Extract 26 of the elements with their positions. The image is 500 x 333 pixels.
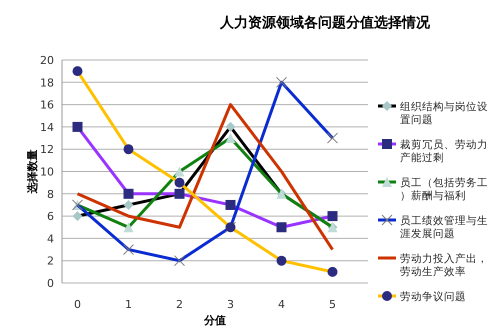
x-tick-label: 4	[278, 298, 285, 311]
chart-title: 人力资源领域各问题分值选择情况	[219, 15, 431, 31]
x-tick-label: 5	[329, 298, 336, 311]
y-axis-title: 选择数量	[26, 150, 39, 194]
legend-label: 组织结构与岗位设置问题	[400, 100, 488, 126]
y-tick-label: 20	[40, 54, 54, 67]
x-axis-title: 分值	[203, 314, 226, 327]
y-tick-label: 18	[40, 76, 54, 90]
y-tick-label: 16	[40, 98, 54, 112]
legend-label: 员工绩效管理与生涯发展问题	[400, 214, 488, 240]
y-tick-label: 8	[47, 188, 54, 201]
y-tick-label: 14	[40, 120, 54, 134]
legend-label: 裁剪冗员、劳动力产能过剩	[400, 138, 488, 164]
y-tick-label: 2	[47, 254, 54, 268]
legend-label: 劳动力投入产出，劳动生产效率	[400, 252, 488, 278]
x-tick-label: 0	[74, 298, 81, 311]
x-tick-label: 2	[176, 298, 183, 311]
y-tick-label: 12	[40, 143, 54, 156]
x-tick-label: 3	[227, 298, 234, 311]
legend-label: 员工（包括劳务工）薪酬与福利	[400, 176, 488, 202]
y-tick-label: 6	[47, 210, 54, 224]
y-tick-label: 4	[47, 232, 54, 246]
y-tick-label: 10	[40, 166, 54, 178]
x-tick-label: 1	[125, 298, 132, 311]
y-tick-label: 0	[47, 277, 54, 290]
legend-label: 劳动争议问题	[400, 290, 466, 303]
